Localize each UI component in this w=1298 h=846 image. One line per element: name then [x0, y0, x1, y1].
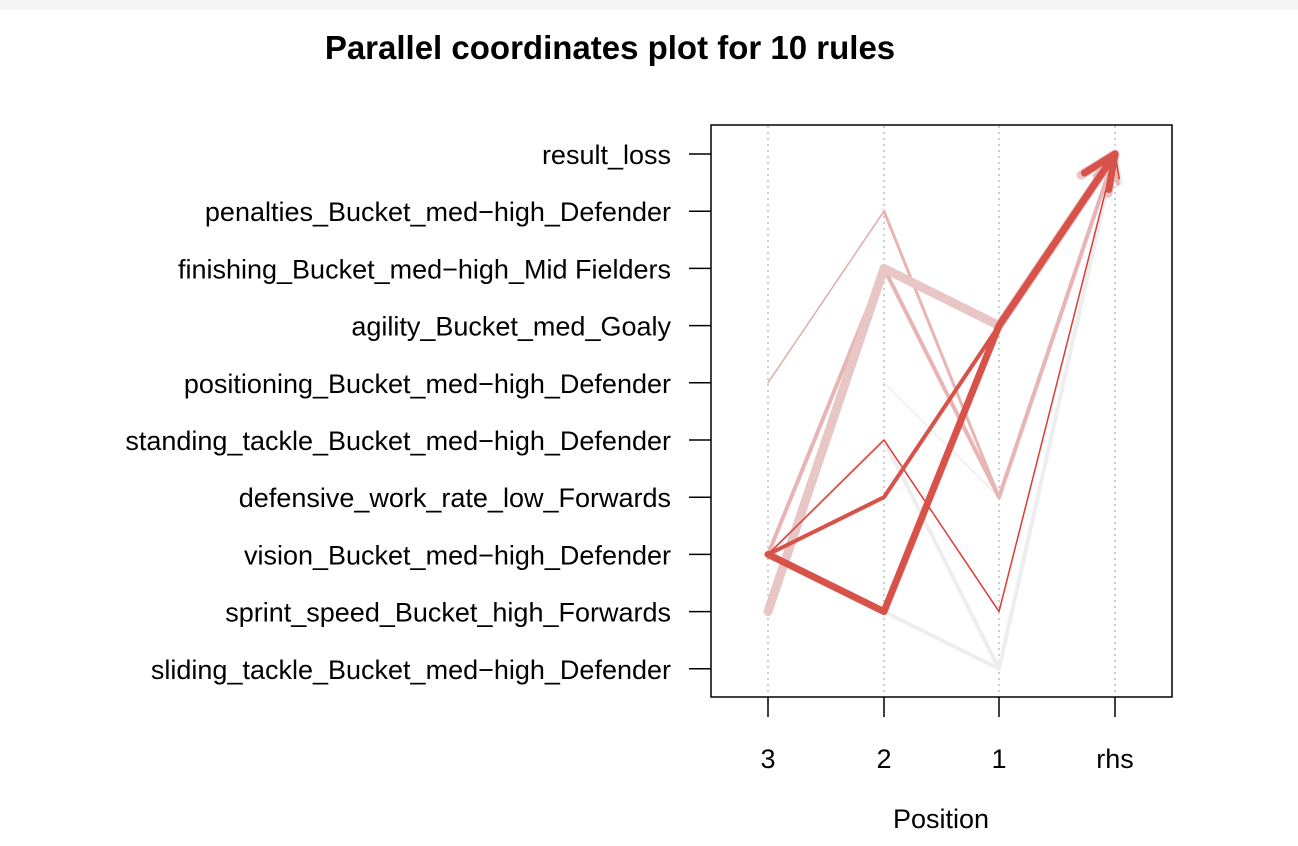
x-axis-title: Position [893, 804, 989, 834]
plot-frame [710, 124, 1173, 698]
y-tick-label: sliding_tackle_Bucket_med−high_Defender [151, 655, 671, 685]
y-tick-label: penalties_Bucket_med−high_Defender [205, 197, 671, 227]
y-tick-label: standing_tackle_Bucket_med−high_Defender [125, 426, 671, 456]
top-strip [0, 0, 1298, 10]
y-tick-label: defensive_work_rate_low_Forwards [239, 483, 671, 513]
y-tick-label: result_loss [542, 140, 671, 170]
y-tick-label: sprint_speed_Bucket_high_Forwards [225, 598, 671, 628]
x-tick-label: rhs [1096, 744, 1134, 774]
rule-line [764, 150, 1119, 616]
rule-arrowhead [1080, 150, 1119, 193]
x-tick-label: 2 [876, 744, 891, 774]
y-tick-label: finishing_Bucket_med−high_Mid Fielders [178, 254, 671, 284]
x-tick-label: 3 [760, 744, 775, 774]
chart-title: Parallel coordinates plot for 10 rules [325, 29, 895, 66]
y-tick-label: positioning_Bucket_med−high_Defender [184, 369, 671, 399]
y-axis: result_loss penalties_Bucket_med−high_Def… [125, 140, 711, 685]
rule-line [882, 152, 1117, 671]
rule-line [766, 152, 1117, 557]
y-tick-label: vision_Bucket_med−high_Defender [244, 540, 671, 570]
x-tick-label: 1 [991, 744, 1006, 774]
y-tick-label: agility_Bucket_med_Goaly [351, 312, 671, 342]
rule-lines [763, 149, 1123, 671]
x-axis: 3 2 1 rhs [760, 697, 1134, 774]
rule-line [767, 153, 1116, 613]
